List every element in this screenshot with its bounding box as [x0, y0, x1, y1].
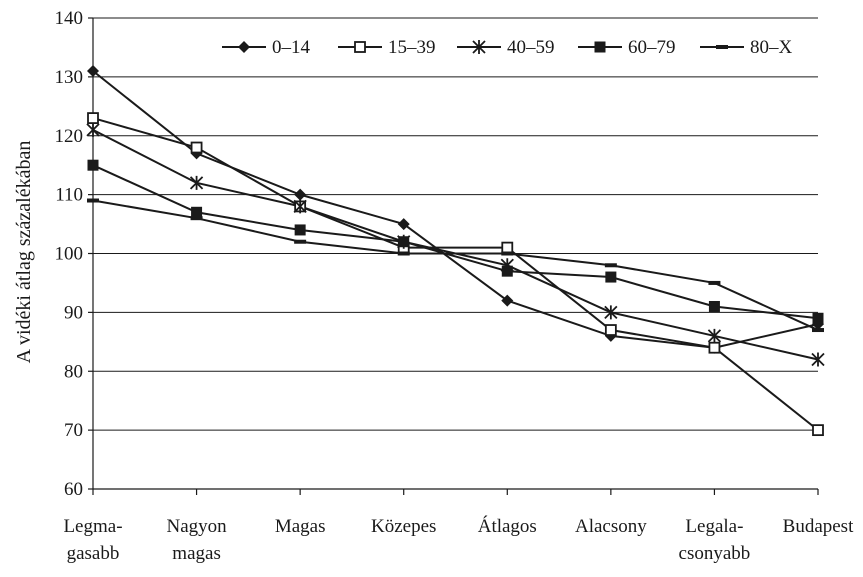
x-tick-label: Közepes	[371, 516, 436, 537]
y-tick-label: 80	[64, 361, 83, 382]
data-point-4-2	[294, 239, 307, 244]
legend-item-1: 15–39	[338, 37, 436, 58]
x-tick-label: Magas	[275, 516, 326, 537]
y-tick-label: 110	[55, 185, 83, 206]
y-tick-label: 70	[64, 420, 83, 441]
legend-item-3: 60–79	[578, 37, 676, 58]
data-point-1-7	[812, 424, 824, 437]
data-point-2-5	[604, 305, 618, 320]
legend-label: 15–39	[388, 37, 436, 58]
legend-marker	[472, 40, 486, 54]
data-point-0-2	[294, 188, 307, 201]
legend-item-0: 0–14	[222, 37, 311, 58]
legend-item-2: 40–59	[457, 37, 555, 58]
data-point-1-6	[708, 341, 721, 354]
data-point-4-4	[501, 251, 514, 256]
y-tick-label: 100	[55, 244, 84, 265]
series-line-3	[92, 164, 819, 320]
legend: 0–14 15–39 40–59 60–79 80–X	[222, 37, 793, 58]
data-point-4-5	[604, 263, 617, 268]
x-tick-label: Nagyon magas	[166, 516, 227, 564]
axes: 60 70 80 90 100 110 120 130 140 Legma-gasabb Nagyo…	[55, 8, 855, 564]
x-tick-label: Alacsony	[575, 516, 647, 537]
y-tick-label: 90	[64, 302, 83, 323]
data-point-0-0	[87, 64, 99, 77]
data-point-1-0	[87, 112, 99, 124]
data-point-1-4	[501, 241, 514, 254]
legend-marker	[238, 41, 250, 53]
legend-item-4: 80–X	[700, 37, 793, 58]
legend-marker	[354, 41, 366, 53]
data-point-4-3	[397, 251, 410, 256]
data-point-4-0	[87, 198, 99, 203]
y-tick-label: 140	[55, 8, 84, 29]
data-point-1-5	[604, 324, 617, 336]
data-point-1-1	[190, 141, 203, 154]
series-line-4	[92, 199, 819, 331]
data-point-3-7	[812, 312, 824, 324]
data-point-4-6	[708, 280, 721, 285]
data-point-2-2	[293, 199, 307, 214]
series-markers	[86, 64, 825, 437]
series-line-1	[92, 117, 819, 431]
y-tick-label: 130	[55, 67, 84, 88]
legend-label: 60–79	[628, 37, 676, 58]
data-point-3-5	[605, 271, 617, 283]
legend-marker	[716, 45, 728, 49]
data-point-3-0	[87, 159, 99, 171]
data-point-3-4	[501, 265, 513, 277]
x-tick-label: Legma-gasabb	[63, 516, 122, 564]
data-point-2-6	[707, 328, 722, 343]
data-point-0-3	[397, 218, 410, 231]
data-point-2-7	[811, 352, 825, 367]
data-point-3-2	[294, 224, 306, 236]
y-tick-label: 60	[64, 479, 83, 500]
data-point-0-4	[501, 294, 514, 307]
data-point-3-6	[708, 300, 720, 312]
data-point-4-7	[812, 328, 824, 333]
legend-label: 40–59	[507, 37, 555, 58]
series-lines	[92, 70, 819, 431]
y-tick-label: 120	[55, 126, 84, 147]
x-tick-label: Budapest	[783, 516, 854, 537]
data-point-3-1	[191, 206, 203, 218]
legend-label: 80–X	[750, 37, 793, 58]
legend-marker	[594, 41, 606, 53]
data-point-2-0	[86, 122, 100, 137]
gridlines	[93, 17, 818, 431]
y-axis-title: A vidéki átlag százalékában	[13, 141, 35, 364]
x-tick-label: Átlagos	[478, 515, 537, 537]
data-point-3-3	[398, 236, 410, 248]
legend-label: 0–14	[272, 37, 311, 58]
data-point-4-1	[190, 216, 203, 221]
data-point-2-1	[189, 175, 204, 190]
series-line-2	[92, 128, 819, 361]
x-tick-label: Legala-csonyabb	[679, 516, 751, 564]
